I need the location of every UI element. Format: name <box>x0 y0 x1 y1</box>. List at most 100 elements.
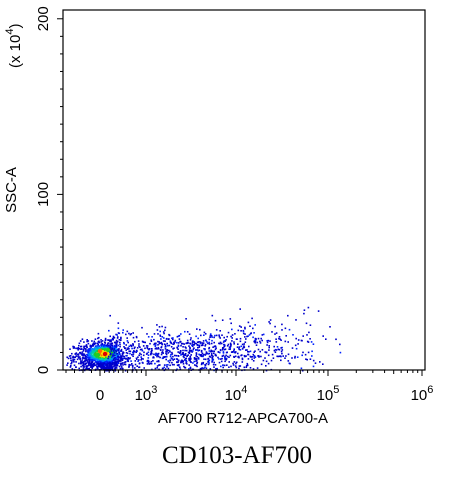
data-point <box>173 341 175 344</box>
data-point <box>92 342 95 344</box>
data-point <box>66 364 68 366</box>
data-point <box>67 357 70 360</box>
data-point <box>181 359 183 362</box>
data-point <box>172 337 174 339</box>
data-point <box>168 361 171 364</box>
data-point <box>110 357 113 360</box>
data-point <box>91 361 93 364</box>
data-point <box>118 339 121 341</box>
data-point <box>177 355 180 357</box>
data-point <box>111 360 113 362</box>
data-point <box>89 364 92 367</box>
data-point <box>84 360 86 363</box>
data-point <box>151 336 153 338</box>
data-point <box>76 353 78 356</box>
data-point <box>81 338 84 340</box>
data-point <box>193 358 196 360</box>
x-tick-label: 0 <box>96 387 104 404</box>
data-point <box>312 359 315 362</box>
data-point <box>215 329 218 331</box>
data-point <box>188 333 191 335</box>
data-point <box>114 351 117 353</box>
data-point <box>117 344 119 347</box>
data-point <box>146 352 148 355</box>
data-point <box>120 350 123 352</box>
data-point <box>112 347 115 349</box>
data-point <box>97 337 99 340</box>
data-point <box>297 343 299 345</box>
data-point <box>204 333 207 335</box>
data-point <box>197 349 200 352</box>
data-point <box>162 356 165 358</box>
data-point <box>222 364 224 367</box>
data-point <box>120 364 122 366</box>
data-point <box>81 364 84 366</box>
data-point <box>185 318 187 320</box>
data-point <box>78 367 80 370</box>
data-point <box>73 358 76 361</box>
data-point <box>110 348 112 351</box>
data-point <box>176 368 178 370</box>
data-point <box>141 349 144 352</box>
data-point <box>88 353 91 356</box>
data-point <box>182 363 185 365</box>
data-point <box>132 344 134 347</box>
data-point <box>198 341 200 343</box>
data-point <box>100 345 102 347</box>
data-point <box>168 338 170 340</box>
data-point <box>275 338 277 340</box>
data-point <box>207 353 209 355</box>
data-point <box>118 360 120 363</box>
data-point <box>224 340 227 342</box>
data-point <box>200 355 203 358</box>
data-point <box>169 364 171 367</box>
data-point <box>74 356 77 358</box>
data-point <box>148 360 150 363</box>
data-point <box>235 366 238 369</box>
data-point <box>229 348 231 350</box>
data-point <box>304 353 307 356</box>
data-point <box>109 344 112 347</box>
data-point <box>121 359 124 362</box>
data-point <box>117 362 119 364</box>
data-point <box>117 359 119 361</box>
data-point <box>120 348 123 351</box>
data-point <box>104 337 107 340</box>
data-point <box>134 360 137 362</box>
data-point <box>142 358 144 360</box>
data-point <box>312 365 315 368</box>
data-point <box>98 345 100 347</box>
data-point <box>190 337 192 339</box>
data-point <box>208 338 211 341</box>
data-point <box>108 367 111 369</box>
data-point <box>102 366 105 368</box>
data-point <box>211 361 213 363</box>
data-point <box>229 342 232 345</box>
data-point <box>252 336 254 339</box>
data-point <box>116 353 118 355</box>
data-point <box>228 366 230 368</box>
data-point <box>168 350 171 352</box>
data-point <box>196 344 199 346</box>
data-point <box>198 349 201 352</box>
data-point <box>202 342 205 344</box>
data-point <box>90 348 93 351</box>
data-point <box>110 365 113 368</box>
data-point <box>219 341 222 344</box>
data-point <box>172 355 174 358</box>
data-point <box>305 358 307 360</box>
data-point <box>208 362 210 364</box>
data-point <box>83 364 85 366</box>
data-point <box>234 333 236 335</box>
data-point <box>93 340 96 343</box>
data-point <box>106 364 109 366</box>
data-point <box>239 349 242 351</box>
data-point <box>95 361 97 363</box>
data-point <box>278 348 281 351</box>
data-point <box>96 342 99 345</box>
data-point <box>85 348 87 350</box>
data-point <box>241 348 244 350</box>
data-point <box>179 368 182 370</box>
data-point <box>241 358 244 361</box>
